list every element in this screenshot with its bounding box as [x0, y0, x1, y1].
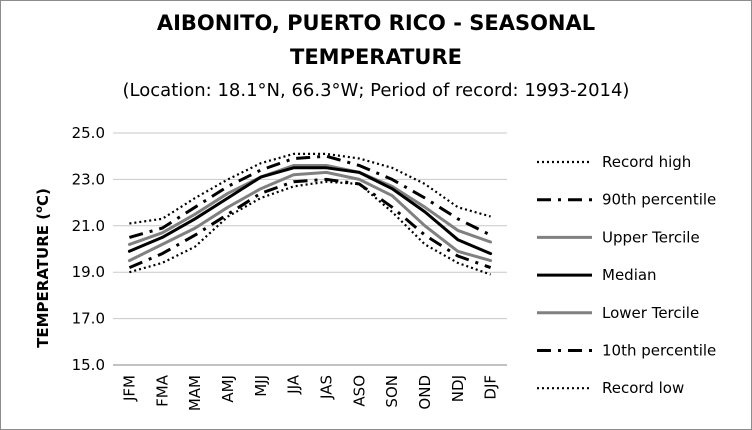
x-tick-DJF: DJF	[482, 375, 500, 400]
legend: Record high 90th percentile Upper Tercile M…	[537, 153, 716, 397]
x-tick-labels: JFM FMA MAM AMJ MJJ JJA JAS ASO SON OND NDJ DJF	[120, 374, 499, 411]
legend-label-6: Record low	[602, 379, 684, 397]
legend-label-5: 10th percentile	[602, 342, 716, 360]
y-axis-label: TEMPERATURE (oC)	[34, 188, 52, 348]
y-tick-labels: 15.0 17.0 19.0 21.0 23.0 25.0	[72, 124, 105, 374]
series-lines	[127, 152, 493, 276]
series-line-4	[127, 170, 493, 263]
x-tick-ASO: ASO	[350, 375, 368, 407]
x-tick-MJJ: MJJ	[252, 375, 270, 397]
legend-label-0: Record high	[602, 153, 691, 171]
legend-label-4: Lower Tercile	[602, 304, 699, 322]
y-tick-3: 21.0	[72, 217, 105, 235]
series-line-0	[129, 152, 491, 225]
y-tick-0: 15.0	[72, 356, 105, 374]
y-tick-1: 17.0	[72, 310, 105, 328]
series-line-2	[127, 164, 493, 246]
chart-title-line1: AIBONITO, PUERTO RICO - SEASONAL	[156, 11, 596, 35]
series-line-6	[129, 180, 491, 276]
x-tick-NDJ: NDJ	[449, 375, 467, 402]
y-tick-4: 23.0	[72, 170, 105, 188]
x-tick-JAS: JAS	[317, 375, 335, 400]
y-tick-2: 19.0	[72, 263, 105, 281]
chart-title-line2: TEMPERATURE	[290, 45, 462, 69]
y-tick-5: 25.0	[72, 124, 105, 142]
legend-label-1: 90th percentile	[602, 191, 716, 209]
series-line-3	[127, 166, 493, 256]
legend-label-3: Median	[602, 266, 657, 284]
series-line-1	[128, 154, 492, 239]
legend-label-2: Upper Tercile	[602, 228, 700, 246]
x-tick-MAM: MAM	[186, 375, 204, 411]
x-tick-SON: SON	[383, 375, 401, 408]
chart-subtitle: (Location: 18.1°N, 66.3°W; Period of rec…	[122, 80, 630, 101]
x-tick-FMA: FMA	[153, 374, 171, 407]
series-line-5	[128, 177, 492, 270]
x-tick-JJA: JJA	[285, 374, 303, 395]
x-tick-AMJ: AMJ	[219, 375, 237, 403]
x-tick-OND: OND	[416, 375, 434, 410]
x-tick-JFM: JFM	[120, 375, 138, 402]
